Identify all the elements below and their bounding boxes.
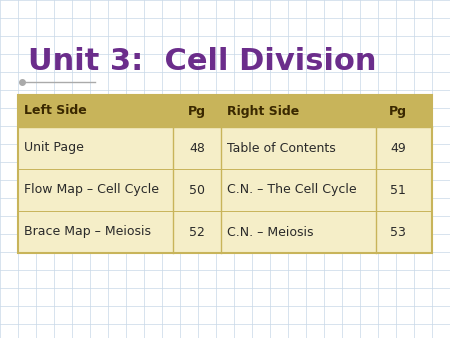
Bar	[18, 95, 432, 127]
Text: Pg: Pg	[389, 104, 407, 118]
Text: Flow Map – Cell Cycle: Flow Map – Cell Cycle	[24, 184, 159, 196]
Bar	[18, 95, 432, 253]
Text: Right Side: Right Side	[227, 104, 299, 118]
Text: Left Side: Left Side	[24, 104, 87, 118]
Text: 50: 50	[189, 184, 205, 196]
Bar	[18, 211, 432, 253]
Text: 53: 53	[390, 225, 406, 239]
Text: 48: 48	[189, 142, 205, 154]
Text: C.N. – Meiosis: C.N. – Meiosis	[227, 225, 313, 239]
Text: 52: 52	[189, 225, 205, 239]
Bar	[18, 127, 432, 169]
Text: C.N. – The Cell Cycle: C.N. – The Cell Cycle	[227, 184, 356, 196]
Text: Unit Page: Unit Page	[24, 142, 84, 154]
Text: 51: 51	[390, 184, 406, 196]
Text: Pg: Pg	[188, 104, 206, 118]
Text: Unit 3:  Cell Division: Unit 3: Cell Division	[28, 48, 377, 76]
Text: Table of Contents: Table of Contents	[227, 142, 336, 154]
Text: 49: 49	[390, 142, 406, 154]
Text: Brace Map – Meiosis: Brace Map – Meiosis	[24, 225, 151, 239]
Bar	[18, 169, 432, 211]
